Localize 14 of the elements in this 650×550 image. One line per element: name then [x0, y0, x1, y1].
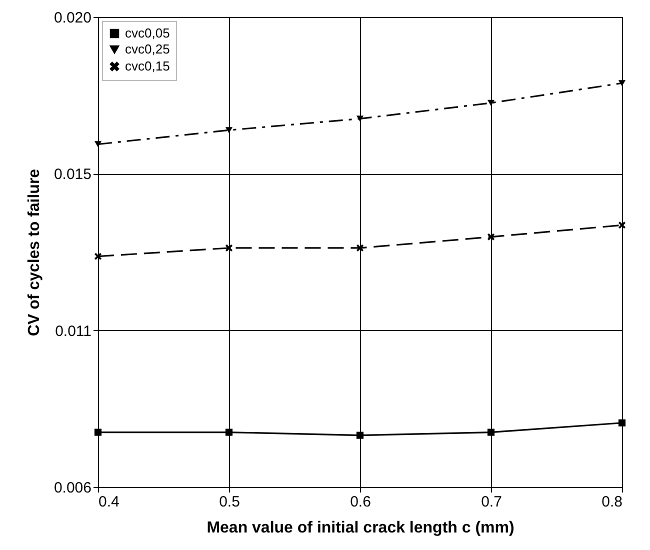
- legend-label: cvc0,05: [125, 26, 170, 40]
- x-tick-label: 0.7: [481, 494, 502, 510]
- x-axis-title: Mean value of initial crack length c (mm): [206, 520, 514, 536]
- y-tick-label: 0.020: [54, 10, 92, 26]
- y-tick-label: 0.015: [54, 166, 92, 184]
- x-tick-label: 0.6: [350, 494, 371, 510]
- legend-label: cvc0,15: [125, 58, 170, 74]
- y-tick-label: 0.006: [54, 480, 92, 496]
- y-tick-label: 0.011: [55, 322, 92, 340]
- legend-label: cvc0,25: [125, 42, 170, 56]
- x-tick-label: 0.8: [602, 494, 622, 510]
- x-tick-label: 0.5: [219, 494, 240, 510]
- x-tick-label: 0.4: [98, 494, 120, 510]
- y-axis-title: CV of cycles to failure: [26, 168, 43, 336]
